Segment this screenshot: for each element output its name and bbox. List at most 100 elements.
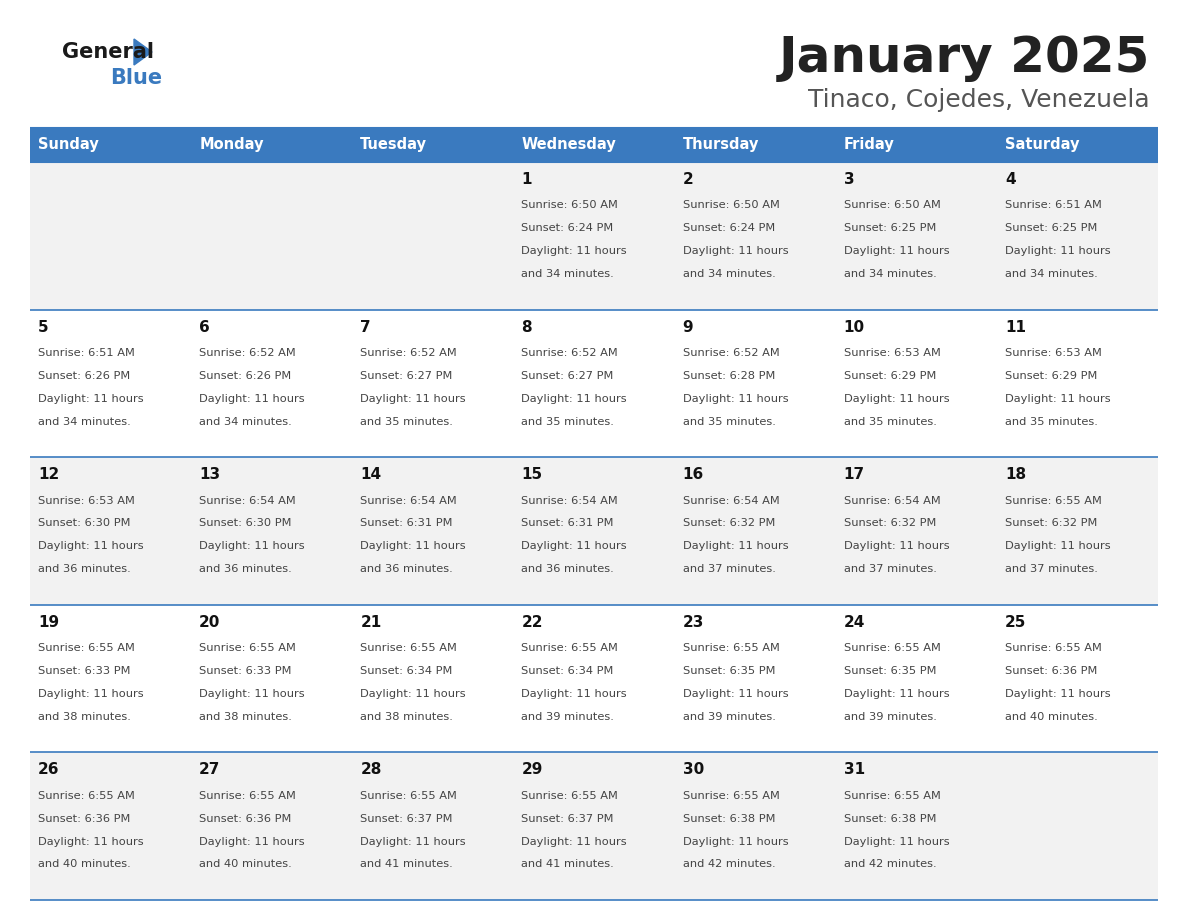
Text: Sunset: 6:38 PM: Sunset: 6:38 PM — [843, 813, 936, 823]
Text: 29: 29 — [522, 763, 543, 778]
Text: 28: 28 — [360, 763, 381, 778]
Text: and 38 minutes.: and 38 minutes. — [200, 711, 292, 722]
Bar — [30, 457, 191, 605]
Text: 13: 13 — [200, 467, 220, 482]
Text: and 34 minutes.: and 34 minutes. — [200, 417, 292, 427]
Text: Sunrise: 6:51 AM: Sunrise: 6:51 AM — [1005, 200, 1101, 210]
Text: Sunset: 6:36 PM: Sunset: 6:36 PM — [1005, 666, 1098, 676]
Text: Sunset: 6:31 PM: Sunset: 6:31 PM — [360, 519, 453, 529]
Text: Daylight: 11 hours: Daylight: 11 hours — [843, 394, 949, 404]
Text: Sunset: 6:30 PM: Sunset: 6:30 PM — [38, 519, 131, 529]
Text: 25: 25 — [1005, 615, 1026, 630]
Text: 19: 19 — [38, 615, 59, 630]
Text: Sunset: 6:35 PM: Sunset: 6:35 PM — [683, 666, 775, 676]
Text: and 42 minutes.: and 42 minutes. — [843, 859, 936, 869]
Text: and 34 minutes.: and 34 minutes. — [683, 269, 776, 279]
Text: Daylight: 11 hours: Daylight: 11 hours — [522, 542, 627, 552]
Text: Sunrise: 6:50 AM: Sunrise: 6:50 AM — [683, 200, 779, 210]
Text: Sunset: 6:30 PM: Sunset: 6:30 PM — [200, 519, 292, 529]
Text: 30: 30 — [683, 763, 703, 778]
Bar — [30, 753, 191, 900]
Text: Sunset: 6:38 PM: Sunset: 6:38 PM — [683, 813, 775, 823]
Bar — [353, 128, 513, 162]
Text: Tinaco, Cojedes, Venezuela: Tinaco, Cojedes, Venezuela — [808, 88, 1150, 112]
Bar — [997, 457, 1158, 605]
Text: 20: 20 — [200, 615, 221, 630]
Bar — [835, 605, 997, 753]
Bar — [835, 753, 997, 900]
Text: Sunrise: 6:55 AM: Sunrise: 6:55 AM — [38, 644, 135, 654]
Text: and 35 minutes.: and 35 minutes. — [360, 417, 453, 427]
Text: Daylight: 11 hours: Daylight: 11 hours — [38, 394, 144, 404]
Text: 11: 11 — [1005, 319, 1026, 334]
Bar — [675, 753, 835, 900]
Bar — [191, 605, 353, 753]
Text: General: General — [62, 42, 154, 62]
Bar — [30, 309, 191, 457]
Text: and 36 minutes.: and 36 minutes. — [360, 565, 453, 575]
Text: Sunset: 6:24 PM: Sunset: 6:24 PM — [522, 223, 614, 233]
Text: Sunrise: 6:55 AM: Sunrise: 6:55 AM — [1005, 644, 1101, 654]
Text: 14: 14 — [360, 467, 381, 482]
Text: Sunrise: 6:53 AM: Sunrise: 6:53 AM — [1005, 348, 1101, 358]
Text: Daylight: 11 hours: Daylight: 11 hours — [683, 688, 789, 699]
Text: and 34 minutes.: and 34 minutes. — [38, 417, 131, 427]
Bar — [675, 309, 835, 457]
Text: Daylight: 11 hours: Daylight: 11 hours — [1005, 246, 1111, 256]
Bar — [191, 162, 353, 309]
Text: Sunset: 6:32 PM: Sunset: 6:32 PM — [843, 519, 936, 529]
Text: Daylight: 11 hours: Daylight: 11 hours — [200, 394, 305, 404]
Text: and 34 minutes.: and 34 minutes. — [1005, 269, 1098, 279]
Text: Daylight: 11 hours: Daylight: 11 hours — [200, 836, 305, 846]
Text: Sunset: 6:24 PM: Sunset: 6:24 PM — [683, 223, 775, 233]
Text: and 35 minutes.: and 35 minutes. — [683, 417, 776, 427]
Text: 22: 22 — [522, 615, 543, 630]
Text: Sunrise: 6:54 AM: Sunrise: 6:54 AM — [522, 496, 618, 506]
Text: 23: 23 — [683, 615, 704, 630]
Text: Sunset: 6:37 PM: Sunset: 6:37 PM — [360, 813, 453, 823]
Text: 17: 17 — [843, 467, 865, 482]
Text: Sunset: 6:35 PM: Sunset: 6:35 PM — [843, 666, 936, 676]
Text: and 40 minutes.: and 40 minutes. — [1005, 711, 1098, 722]
Text: Sunset: 6:27 PM: Sunset: 6:27 PM — [360, 371, 453, 381]
Text: Blue: Blue — [110, 68, 162, 88]
Text: Sunset: 6:26 PM: Sunset: 6:26 PM — [38, 371, 131, 381]
Text: Friday: Friday — [843, 138, 895, 152]
Text: and 37 minutes.: and 37 minutes. — [843, 565, 936, 575]
Bar — [191, 309, 353, 457]
Text: Sunset: 6:33 PM: Sunset: 6:33 PM — [38, 666, 131, 676]
Text: Daylight: 11 hours: Daylight: 11 hours — [522, 836, 627, 846]
Bar — [513, 162, 675, 309]
Text: Daylight: 11 hours: Daylight: 11 hours — [38, 688, 144, 699]
Text: and 40 minutes.: and 40 minutes. — [200, 859, 292, 869]
Text: 5: 5 — [38, 319, 49, 334]
Text: and 38 minutes.: and 38 minutes. — [38, 711, 131, 722]
Text: 21: 21 — [360, 615, 381, 630]
Text: and 39 minutes.: and 39 minutes. — [843, 711, 936, 722]
Text: Sunset: 6:36 PM: Sunset: 6:36 PM — [200, 813, 291, 823]
Text: Daylight: 11 hours: Daylight: 11 hours — [360, 542, 466, 552]
Text: Sunrise: 6:52 AM: Sunrise: 6:52 AM — [360, 348, 457, 358]
Bar — [513, 605, 675, 753]
Text: Sunrise: 6:55 AM: Sunrise: 6:55 AM — [522, 644, 619, 654]
Text: Sunset: 6:29 PM: Sunset: 6:29 PM — [843, 371, 936, 381]
Bar — [675, 162, 835, 309]
Text: 12: 12 — [38, 467, 59, 482]
Text: 7: 7 — [360, 319, 371, 334]
Text: and 36 minutes.: and 36 minutes. — [522, 565, 614, 575]
Text: 26: 26 — [38, 763, 59, 778]
Text: Sunrise: 6:55 AM: Sunrise: 6:55 AM — [843, 644, 941, 654]
Bar — [997, 128, 1158, 162]
Text: and 36 minutes.: and 36 minutes. — [200, 565, 292, 575]
Text: and 35 minutes.: and 35 minutes. — [843, 417, 936, 427]
Text: Sunset: 6:25 PM: Sunset: 6:25 PM — [843, 223, 936, 233]
Text: Daylight: 11 hours: Daylight: 11 hours — [843, 688, 949, 699]
Text: 10: 10 — [843, 319, 865, 334]
Text: and 39 minutes.: and 39 minutes. — [522, 711, 614, 722]
Text: 6: 6 — [200, 319, 210, 334]
Text: Sunset: 6:34 PM: Sunset: 6:34 PM — [522, 666, 614, 676]
Bar — [675, 457, 835, 605]
Text: Daylight: 11 hours: Daylight: 11 hours — [843, 836, 949, 846]
Text: Sunrise: 6:55 AM: Sunrise: 6:55 AM — [360, 644, 457, 654]
Text: and 37 minutes.: and 37 minutes. — [1005, 565, 1098, 575]
